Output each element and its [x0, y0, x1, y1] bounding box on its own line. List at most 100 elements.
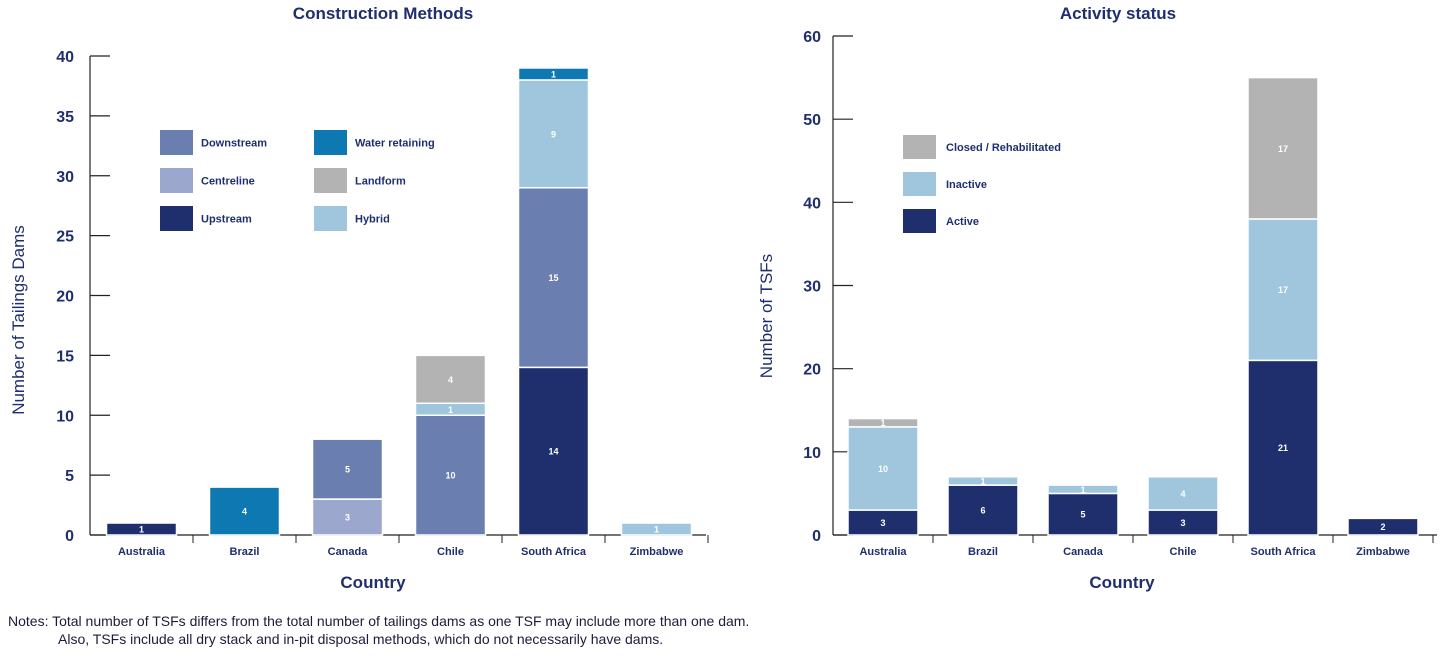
x-tick-label: Canada: [1063, 546, 1104, 558]
bar-chile-active: [1147, 509, 1219, 536]
y-tick-label: 5: [65, 468, 74, 485]
x-tick-label: Zimbabwe: [1356, 546, 1410, 558]
bar-value-label: 1: [880, 418, 885, 428]
legend-label-downstream: Downstream: [201, 138, 267, 150]
bar-canada-downstream: [311, 438, 384, 500]
chart-title: Construction Methods: [293, 4, 473, 23]
legend-swatch-inactive: [903, 172, 936, 196]
legend-label-closed-rehabilitated: Closed / Rehabilitated: [946, 142, 1061, 154]
bar-australia-closed-rehabilitated: [847, 417, 919, 428]
chart-activity-status: Activity status 0 10 20 30 40 50 60 Number of TS…: [757, 4, 1437, 592]
x-tick-label: Zimbabwe: [630, 546, 684, 558]
notes: Notes: Total number of TSFs differs from…: [8, 612, 749, 648]
bar-value-label: 6: [980, 506, 985, 516]
bar-australia-active: [847, 509, 919, 536]
y-tick-label: 30: [56, 169, 74, 186]
bar-south-africa-hybrid: [517, 79, 590, 189]
legend-label-water-retaining: Water retaining: [355, 138, 435, 150]
bar-value-label: 14: [548, 447, 558, 457]
bar-value-label: 21: [1278, 443, 1288, 453]
legend-swatch-landform: [314, 168, 347, 193]
bar-south-africa-water-retaining: [517, 67, 590, 81]
y-tick-label: 0: [812, 528, 821, 545]
chart-title: Activity status: [1060, 4, 1176, 23]
x-tick-label: Australia: [859, 546, 907, 558]
y-axis-label: Number of Tailings Dams: [9, 225, 28, 415]
x-tick-label: South Africa: [1251, 546, 1317, 558]
y-axis-label: Number of TSFs: [757, 254, 776, 378]
bar-value-label: 1: [448, 405, 453, 415]
bar-australia-upstream: [105, 522, 178, 536]
bar-south-africa-downstream: [517, 186, 590, 369]
bar-value-label: 4: [448, 375, 453, 385]
bar-value-label: 17: [1278, 285, 1288, 295]
bar-value-label: 4: [242, 507, 247, 517]
bar-australia-inactive: [847, 426, 919, 511]
bar-value-label: 1: [139, 525, 144, 535]
bar-canada-inactive: [1047, 484, 1119, 495]
bar-value-label: 10: [445, 471, 455, 481]
bar-south-africa-active: [1247, 359, 1319, 536]
x-tick-label: Australia: [118, 546, 166, 558]
chart-construction-methods: Construction Methods0510152025303540Numb…: [9, 4, 709, 592]
bar-chile-landform: [414, 354, 487, 405]
bar-chile-inactive: [1147, 476, 1219, 511]
bar-value-label: 4: [1180, 489, 1185, 499]
x-tick-label: Brazil: [230, 546, 260, 558]
bar-brazil-inactive: [947, 476, 1019, 486]
x-axis-label: Country: [1089, 573, 1155, 592]
legend-label-centreline: Centreline: [201, 176, 255, 188]
bar-value-label: 1: [1080, 485, 1085, 495]
y-tick-label: 10: [56, 408, 74, 425]
y-tick-label: 25: [56, 229, 74, 246]
bar-value-label: 1: [980, 476, 985, 486]
bar-value-label: 17: [1278, 144, 1288, 154]
legend-swatch-water-retaining: [314, 130, 347, 155]
legend-swatch-centreline: [160, 168, 193, 193]
bar-value-label: 15: [548, 273, 558, 283]
y-tick-label: 40: [56, 49, 74, 66]
bar-value-label: 3: [345, 513, 350, 523]
x-tick-label: Canada: [328, 546, 369, 558]
legend-label-hybrid: Hybrid: [355, 214, 390, 226]
y-tick-label: 60: [803, 29, 821, 46]
y-tick-label: 20: [56, 289, 74, 306]
legend-label-upstream: Upstream: [201, 214, 252, 226]
legend-swatch-downstream: [160, 130, 193, 155]
x-tick-label: Brazil: [968, 546, 998, 558]
bar-brazil-water-retaining: [208, 486, 281, 536]
y-tick-label: 15: [56, 348, 74, 365]
x-tick-label: Chile: [1170, 546, 1197, 558]
bar-value-label: 1: [654, 525, 659, 535]
legend-label-inactive: Inactive: [946, 179, 987, 191]
y-tick-label: 0: [65, 528, 74, 545]
bar-value-label: 3: [880, 518, 885, 528]
bar-canada-centreline: [311, 498, 384, 536]
bar-value-label: 5: [345, 465, 350, 475]
x-tick-label: South Africa: [521, 546, 587, 558]
bar-south-africa-closed-rehabilitated: [1247, 76, 1319, 220]
bar-value-label: 9: [551, 129, 556, 139]
notes-line-1: Notes: Total number of TSFs differs from…: [8, 613, 750, 629]
bar-south-africa-inactive: [1247, 218, 1319, 362]
x-tick-label: Chile: [437, 546, 464, 558]
bar-value-label: 1: [551, 69, 556, 79]
charts-canvas: Construction Methods0510152025303540Numb…: [9, 4, 1437, 592]
y-tick-label: 20: [803, 362, 821, 379]
x-axis-label: Country: [340, 573, 406, 592]
y-tick-label: 35: [56, 109, 74, 126]
legend-swatch-active: [903, 209, 936, 233]
notes-line-2: Also, TSFs include all dry stack and in-…: [58, 631, 664, 647]
bar-value-label: 10: [878, 464, 888, 474]
legend-swatch-closed-rehabilitated: [903, 135, 936, 159]
legend-swatch-hybrid: [314, 206, 347, 231]
legend-swatch-upstream: [160, 206, 193, 231]
bar-zimbabwe-active: [1347, 517, 1419, 536]
bar-value-label: 2: [1380, 522, 1385, 532]
bar-value-label: 5: [1080, 510, 1085, 520]
y-tick-label: 50: [803, 112, 821, 129]
bar-zimbabwe-hybrid: [620, 522, 693, 536]
y-tick-label: 30: [803, 279, 821, 296]
legend-label-active: Active: [946, 216, 979, 228]
bar-value-label: 3: [1180, 518, 1185, 528]
